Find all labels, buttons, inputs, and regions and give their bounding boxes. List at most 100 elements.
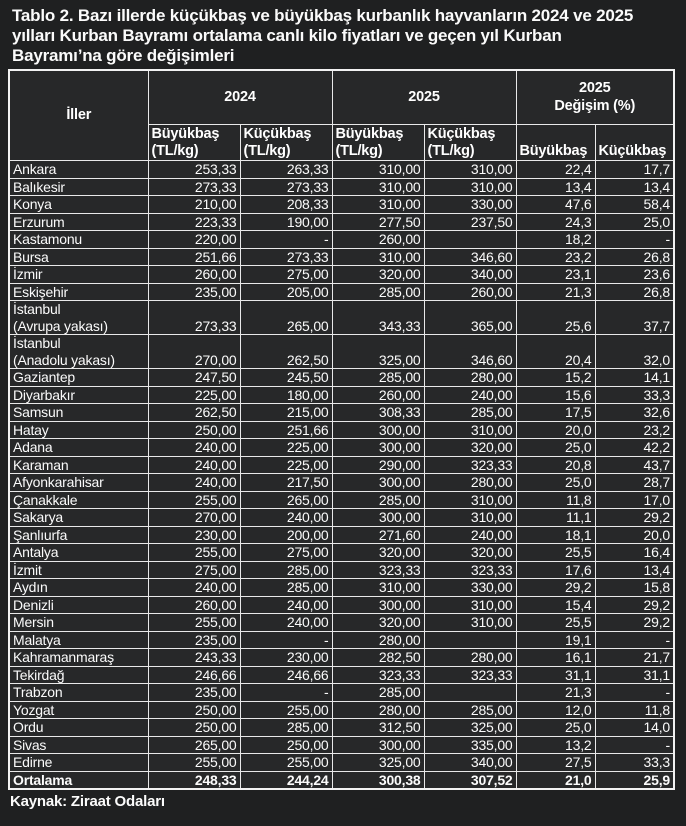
value-cell: 323,33 [331,665,425,685]
value-cell: 271,60 [331,525,425,545]
value-cell: 340,00 [423,753,517,772]
value-cell: 323,33 [331,560,425,580]
value-cell: 285,00 [331,683,425,702]
value-cell: 270,00 [147,334,241,370]
value-cell: 21,3 [515,282,596,302]
value-cell: 310,00 [331,578,425,597]
sub-header-3: Küçükbaş (TL/kg) [423,124,517,162]
value-cell: 285,00 [239,718,333,737]
value-cell: 335,00 [423,735,517,755]
province-cell: Sivas [8,735,149,755]
value-cell: 23,2 [515,247,596,267]
value-cell: 223,33 [147,212,241,232]
table-row: Mersin 255,00 240,00 320,00 310,00 25,5 29,2 [8,613,675,632]
value-cell: 300,00 [331,595,425,615]
province-cell: Malatya [8,630,149,650]
table-row: Kahramanmaraş 243,33 230,00 282,50 280,00 16,… [8,648,675,667]
col-header-iller: İller [8,69,149,162]
value-cell: 32,6 [594,403,675,422]
value-cell: 28,7 [594,473,675,492]
value-cell: 11,1 [515,508,596,527]
table-row: Gaziantep 247,50 245,50 285,00 280,00 15,2 14,… [8,368,675,387]
value-cell: 17,5 [515,403,596,422]
value-cell: 27,5 [515,753,596,772]
col-group-2024: 2024 [147,69,333,126]
value-cell: 230,00 [239,648,333,667]
value-cell: - [594,630,675,650]
value-cell: 325,00 [331,334,425,370]
value-cell: 17,7 [594,160,675,179]
value-cell: 245,50 [239,368,333,387]
value-cell: 240,00 [147,438,241,457]
value-cell: 247,50 [147,368,241,387]
province-cell: Ortalama [8,770,149,790]
table-row: Konya 210,00 208,33 310,00 330,00 47,6 58,4 [8,195,675,214]
value-cell: 285,00 [331,490,425,510]
value-cell: 300,00 [331,420,425,440]
value-cell: 11,8 [594,700,675,720]
table-row: Antalya 255,00 275,00 320,00 320,00 25,5 16,4 [8,543,675,562]
value-cell: 244,24 [239,770,333,790]
total-row: Ortalama 248,33 244,24 300,38 307,52 21,0 25,9 [8,770,675,790]
province-cell: Denizli [8,595,149,615]
value-cell: 43,7 [594,455,675,475]
province-cell: Yozgat [8,700,149,720]
source-note: Kaynak: Ziraat Odaları [10,793,165,811]
value-cell: 18,2 [515,230,596,249]
table-row: Bursa 251,66 273,33 310,00 346,60 23,2 26,8 [8,247,675,267]
value-cell: 262,50 [239,334,333,370]
table-row: Yozgat 250,00 255,00 280,00 285,00 12,0 11,8 [8,700,675,720]
value-cell: 250,00 [147,700,241,720]
table-row: Adana 240,00 225,00 300,00 320,00 25,0 42,2 [8,438,675,457]
province-cell: Eskişehir [8,282,149,302]
province-cell: Erzurum [8,212,149,232]
value-cell: 24,3 [515,212,596,232]
value-cell: 300,00 [331,438,425,457]
value-cell: 273,33 [147,300,241,336]
value-cell: 14,0 [594,718,675,737]
value-cell: 346,60 [423,247,517,267]
table-row: Edirne 255,00 255,00 325,00 340,00 27,5 33,3 [8,753,675,772]
value-cell: 13,4 [515,177,596,197]
province-cell: Trabzon [8,683,149,702]
table-row: Ankara 253,33 263,33 310,00 310,00 22,4 17,7 [8,160,675,179]
col-group-change: 2025 Değişim (%) [515,69,675,126]
value-cell: 42,2 [594,438,675,457]
value-cell: 15,2 [515,368,596,387]
value-cell: 273,33 [239,247,333,267]
value-cell: 15,4 [515,595,596,615]
table-row: İzmir 260,00 275,00 320,00 340,00 23,1 23,6 [8,265,675,284]
value-cell: 343,33 [331,300,425,336]
value-cell: 25,0 [515,473,596,492]
value-cell: 17,0 [594,490,675,510]
value-cell: 255,00 [147,753,241,772]
value-cell: 13,4 [594,177,675,197]
value-cell: 33,3 [594,385,675,405]
province-cell: Kahramanmaraş [8,648,149,667]
province-cell: Diyarbakır [8,385,149,405]
value-cell: - [239,683,333,702]
value-cell: 235,00 [147,630,241,650]
value-cell: 47,6 [515,195,596,214]
value-cell: 21,3 [515,683,596,702]
table-row: Eskişehir 235,00 205,00 285,00 260,00 21,3 26,… [8,282,675,302]
value-cell: 253,33 [147,160,241,179]
value-cell: 220,00 [147,230,241,249]
value-cell: 13,4 [594,560,675,580]
value-cell: 260,00 [147,265,241,284]
sub-header-0: Büyükbaş (TL/kg) [147,124,241,162]
value-cell: 25,5 [515,613,596,632]
value-cell: 26,8 [594,247,675,267]
table-row: Sakarya 270,00 240,00 300,00 310,00 11,1 29,2 [8,508,675,527]
table-row: Ordu 250,00 285,00 312,50 325,00 25,0 14,0 [8,718,675,737]
table-row: Erzurum 223,33 190,00 277,50 237,50 24,3 25,0 [8,212,675,232]
table-row: Malatya 235,00-280,00 19,1- [8,630,675,650]
value-cell: 310,00 [423,613,517,632]
value-cell: - [594,735,675,755]
table-row: Denizli 260,00 240,00 300,00 310,00 15,4 29,2 [8,595,675,615]
province-cell: Adana [8,438,149,457]
province-cell: Aydın [8,578,149,597]
value-cell: 235,00 [147,282,241,302]
value-cell: 37,7 [594,300,675,336]
